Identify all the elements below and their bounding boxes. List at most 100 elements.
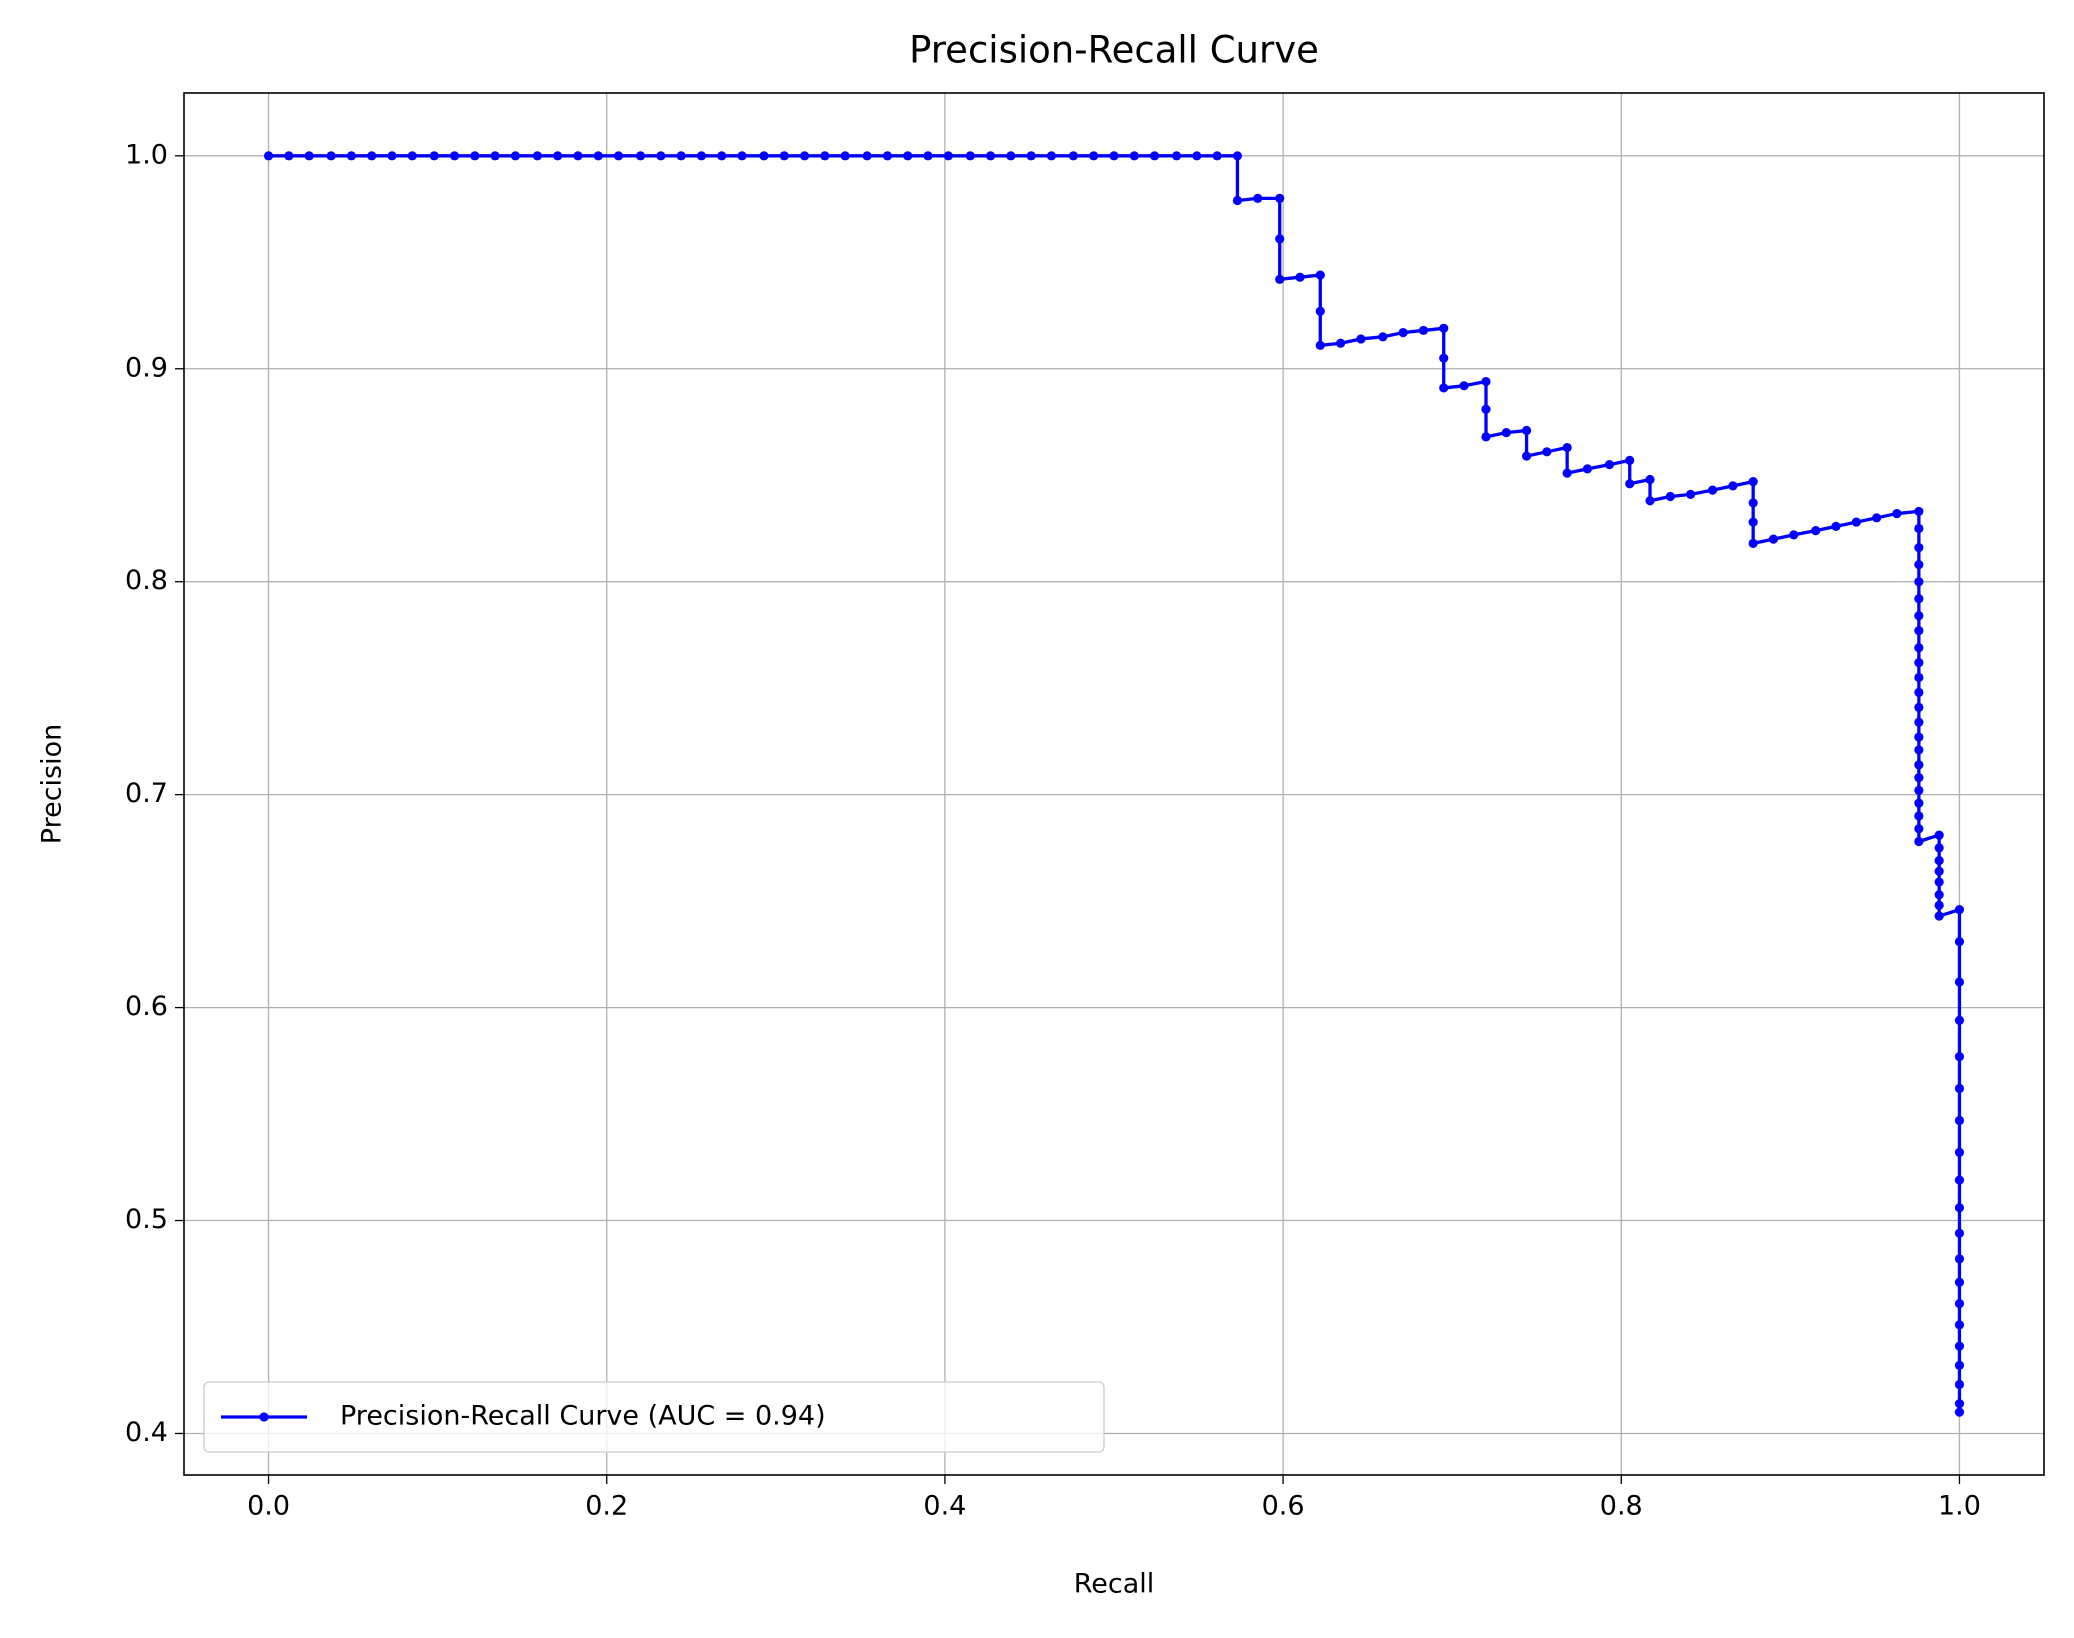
point — [1954, 1051, 1965, 1062]
point — [470, 151, 480, 161]
point — [1356, 334, 1366, 344]
point — [1645, 496, 1655, 506]
point — [263, 151, 274, 161]
point — [1934, 890, 1944, 900]
point — [1562, 468, 1572, 478]
point — [1954, 1175, 1965, 1185]
point — [1954, 977, 1965, 987]
point — [1914, 611, 1924, 621]
point — [1872, 513, 1882, 523]
point — [1954, 1203, 1965, 1213]
point — [1315, 306, 1325, 316]
point — [1129, 151, 1139, 161]
point — [759, 151, 769, 161]
point — [965, 151, 975, 161]
point — [1275, 234, 1285, 244]
point — [1253, 193, 1263, 204]
point — [1645, 474, 1655, 485]
point — [387, 151, 397, 161]
point — [1707, 485, 1718, 495]
point — [1934, 843, 1944, 853]
point — [532, 151, 543, 161]
point — [593, 151, 603, 161]
y-tick-label: 0.4 — [125, 1417, 168, 1448]
point — [1914, 798, 1924, 808]
point — [1315, 270, 1325, 280]
point — [613, 151, 624, 161]
point — [429, 151, 439, 161]
point — [923, 151, 933, 161]
y-tick-label: 0.6 — [125, 991, 168, 1022]
point — [1914, 824, 1924, 834]
point — [1914, 760, 1924, 770]
point — [1481, 432, 1491, 442]
point — [1954, 1379, 1965, 1390]
point — [1212, 151, 1222, 161]
point — [1149, 151, 1160, 161]
point — [1748, 538, 1758, 548]
point — [1954, 1399, 1965, 1409]
point — [346, 151, 356, 161]
point — [1914, 643, 1924, 653]
point — [1665, 491, 1675, 502]
point — [1811, 525, 1821, 536]
point — [1748, 517, 1758, 527]
point — [1914, 702, 1924, 712]
point — [367, 151, 377, 161]
point — [1335, 338, 1346, 348]
legend-box — [203, 1381, 1105, 1453]
point — [407, 151, 417, 161]
point — [1914, 523, 1924, 534]
point — [1109, 151, 1119, 161]
point — [1954, 1298, 1965, 1309]
point — [1914, 577, 1924, 587]
point — [676, 151, 686, 161]
x-tick-label: 0.6 — [1262, 1491, 1305, 1522]
point — [1914, 717, 1924, 727]
point — [1934, 877, 1944, 887]
point — [1295, 272, 1305, 282]
y-tick-label: 0.5 — [125, 1204, 168, 1235]
legend-label: Precision-Recall Curve (AUC = 0.94) — [340, 1401, 826, 1432]
point — [1892, 508, 1902, 519]
point — [1954, 1341, 1965, 1351]
point — [304, 151, 314, 161]
point — [1914, 594, 1924, 604]
point — [1914, 560, 1924, 570]
y-tick-label: 0.9 — [125, 352, 168, 383]
point — [1521, 451, 1532, 461]
point — [1934, 911, 1944, 921]
plot-frame — [183, 92, 2045, 1476]
point — [553, 151, 563, 161]
point — [882, 151, 893, 161]
point — [1068, 151, 1079, 161]
point — [1459, 381, 1469, 391]
point — [1481, 376, 1491, 387]
point — [1006, 151, 1016, 161]
point — [1315, 340, 1325, 350]
point — [1625, 479, 1635, 489]
point — [1954, 1254, 1965, 1264]
point — [1582, 464, 1593, 474]
point — [1542, 447, 1552, 457]
point — [1954, 1407, 1965, 1417]
point — [1748, 477, 1758, 487]
point — [1439, 353, 1449, 363]
point — [1914, 626, 1924, 636]
point — [1954, 1320, 1965, 1330]
legend: Precision-Recall Curve (AUC = 0.94) — [203, 1381, 1105, 1453]
point — [1604, 459, 1615, 470]
point — [1275, 274, 1285, 284]
point — [1934, 830, 1944, 840]
point — [737, 151, 747, 161]
point — [1914, 732, 1924, 742]
point — [510, 151, 521, 161]
x-tick-label: 0.4 — [923, 1491, 966, 1522]
point — [1275, 193, 1285, 204]
point — [1378, 332, 1388, 342]
point — [1914, 745, 1924, 755]
point — [943, 151, 953, 161]
y-tick-label: 0.8 — [125, 565, 168, 596]
